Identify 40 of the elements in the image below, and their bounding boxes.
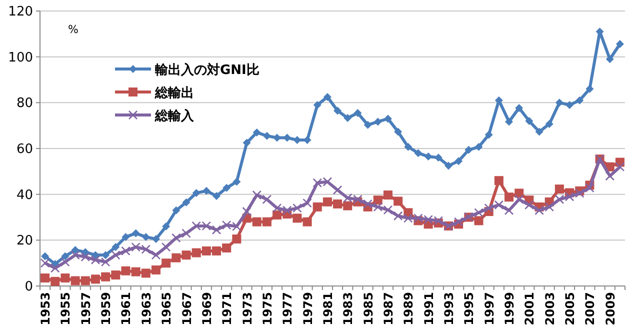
x-tick-label: 1999 [502, 292, 517, 326]
x-tick-label: 2001 [522, 292, 537, 326]
x-tick-label: 1977 [280, 292, 295, 326]
y-tick-label: 80 [16, 96, 33, 112]
x-tick-label: 1979 [300, 292, 315, 326]
legend-label: 総輸入 [154, 108, 195, 124]
y-tick-label: 120 [8, 4, 33, 20]
x-tick-label: 1959 [99, 292, 114, 326]
annotation: % [68, 23, 78, 36]
x-tick-label: 1989 [402, 292, 416, 326]
x-tick-label: 1969 [200, 292, 214, 326]
legend-label: 輸出入の対GNI比 [154, 62, 260, 78]
x-tick-label: 1983 [341, 292, 356, 326]
x-tick-label: 2003 [542, 292, 557, 326]
x-tick-label: 1991 [422, 292, 436, 326]
y-tick-label: 0 [24, 280, 33, 294]
x-tick-label: 1963 [139, 292, 154, 326]
x-tick-label: 1995 [462, 292, 476, 326]
x-tick-label: 1985 [361, 292, 376, 326]
y-tick-label: 20 [16, 234, 33, 249]
x-tick-label: 1961 [119, 292, 134, 326]
x-tick-label: 1953 [38, 292, 53, 326]
x-tick-label: 2009 [603, 292, 618, 326]
x-tick-label: 1987 [381, 292, 396, 326]
x-tick-label: 1973 [240, 292, 254, 326]
x-tick-label: 1975 [260, 292, 274, 326]
legend-label: 総輸出 [154, 86, 194, 101]
x-tick-label: 1955 [58, 292, 73, 326]
x-tick-label: 2007 [583, 292, 598, 326]
x-tick-label: 1971 [220, 292, 234, 326]
x-tick-label: 1965 [160, 292, 174, 326]
x-tick-label: 2005 [563, 292, 578, 326]
x-tick-label: 1981 [320, 292, 335, 326]
y-tick-label: 60 [16, 142, 33, 157]
x-tick-label: 1957 [78, 292, 93, 326]
y-tick-label: 100 [8, 50, 33, 66]
y-tick-label: 40 [16, 188, 33, 203]
x-tick-label: 1967 [180, 292, 194, 326]
x-tick-label: 1993 [442, 292, 456, 326]
x-tick-label: 1997 [482, 292, 496, 326]
